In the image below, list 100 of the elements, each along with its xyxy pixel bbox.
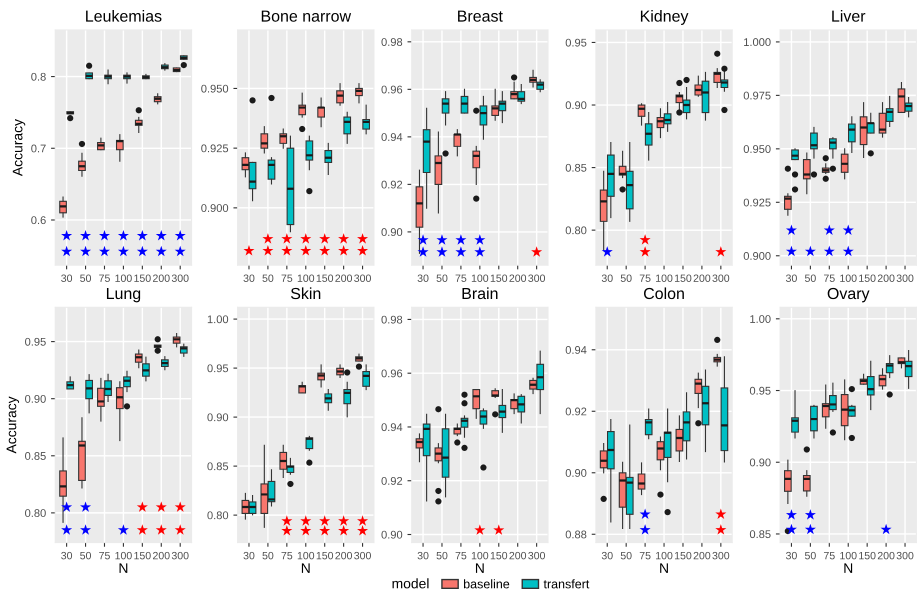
y-tick-label: 0.80 — [207, 511, 228, 520]
y-tick-label: 0.95 — [566, 38, 586, 47]
x-tick-label: 30 — [602, 274, 613, 282]
y-tick-label: 0.90 — [566, 469, 586, 477]
y-tick-label: 0.90 — [566, 101, 586, 110]
x-tick-label: 50 — [804, 274, 816, 282]
x-tick-label: 30 — [786, 552, 797, 560]
x-tick-label: 75 — [824, 552, 835, 560]
y-tick-label: 0.80 — [566, 226, 586, 234]
x-tick-label: 200 — [153, 552, 170, 560]
x-axis-title: N — [476, 563, 484, 573]
chart-title: Kidney — [640, 10, 688, 25]
y-tick-label: 0.900 — [201, 204, 228, 212]
x-tick-label: 200 — [878, 274, 894, 282]
chart-title: Ovary — [828, 288, 870, 302]
x-tick-label: 30 — [61, 552, 72, 560]
y-tick-label: 0.95 — [25, 338, 46, 346]
y-tick-label: 0.92 — [566, 408, 586, 416]
chart-title: Brain — [462, 287, 498, 300]
x-tick-label: 75 — [456, 274, 466, 282]
y-tick-label: 0.925 — [744, 198, 771, 206]
x-tick-label: 200 — [694, 552, 710, 560]
y-tick-label: 0.94 — [381, 133, 402, 141]
y-tick-label: 0.96 — [381, 86, 402, 94]
legend-label: transfert — [544, 579, 590, 588]
x-tick-label: 50 — [80, 274, 92, 282]
x-tick-label: 100 — [298, 274, 314, 282]
x-tick-label: 100 — [656, 274, 672, 282]
x-tick-label: 75 — [282, 552, 292, 560]
x-tick-label: 150 — [859, 274, 876, 282]
y-tick-label: 0.950 — [744, 145, 771, 153]
y-tick-label: 0.90 — [750, 458, 771, 466]
x-tick-label: 75 — [824, 274, 835, 282]
x-tick-label: 150 — [490, 274, 508, 282]
x-axis-title: N — [844, 563, 852, 573]
y-tick-label: 0.92 — [381, 180, 402, 189]
x-tick-label: 30 — [418, 274, 429, 282]
x-tick-label: 50 — [436, 552, 448, 560]
x-tick-label: 100 — [472, 274, 488, 282]
y-tick-label: 0.90 — [25, 394, 46, 403]
chart-title: Leukemias — [86, 10, 162, 22]
chart-title: Skin — [290, 287, 320, 300]
x-tick-label: 300 — [354, 274, 371, 282]
legend-title: model — [392, 578, 428, 588]
x-tick-label: 30 — [786, 274, 797, 282]
y-tick-label: 0.8 — [31, 72, 46, 81]
y-tick-label: 0.95 — [207, 364, 228, 372]
y-tick-label: 0.925 — [201, 144, 228, 152]
x-tick-label: 50 — [262, 552, 274, 560]
y-tick-label: 0.85 — [25, 452, 46, 460]
x-tick-label: 150 — [674, 274, 692, 282]
x-tick-label: 150 — [134, 552, 151, 560]
x-tick-label: 150 — [134, 274, 151, 282]
y-tick-label: 0.95 — [750, 386, 771, 395]
x-tick-label: 150 — [674, 552, 692, 560]
x-tick-label: 300 — [172, 274, 189, 282]
y-tick-label: 0.92 — [381, 477, 402, 485]
y-tick-label: 1.00 — [208, 315, 228, 324]
x-tick-label: 30 — [602, 552, 613, 560]
x-tick-label: 200 — [509, 552, 526, 560]
x-tick-label: 30 — [244, 552, 254, 560]
x-tick-label: 30 — [61, 274, 72, 282]
y-tick-label: 1.000 — [744, 38, 771, 46]
x-tick-label: 150 — [316, 274, 334, 282]
y-tick-label: 0.85 — [207, 462, 228, 470]
x-tick-label: 300 — [712, 552, 730, 560]
x-tick-label: 75 — [640, 552, 651, 560]
x-tick-label: 200 — [878, 552, 894, 560]
x-tick-label: 100 — [115, 274, 132, 282]
y-tick-label: 0.900 — [744, 252, 771, 260]
y-tick-label: 0.950 — [201, 84, 228, 93]
y-tick-label: 0.90 — [207, 413, 228, 422]
x-tick-label: 300 — [896, 274, 914, 282]
chart-title: Breast — [458, 10, 503, 22]
y-tick-label: 0.98 — [381, 316, 402, 324]
chart-title: Lung — [106, 288, 140, 302]
y-tick-label: 0.85 — [750, 530, 771, 538]
y-axis-title: Accuracy — [12, 119, 26, 176]
x-tick-label: 100 — [472, 552, 488, 560]
y-tick-label: 0.94 — [381, 423, 402, 432]
x-tick-label: 75 — [282, 274, 292, 282]
x-tick-label: 75 — [99, 552, 110, 560]
y-tick-label: 0.975 — [744, 92, 771, 100]
x-tick-label: 50 — [436, 274, 448, 282]
x-tick-label: 75 — [456, 552, 466, 560]
y-tick-label: 0.7 — [31, 144, 46, 152]
x-axis-title: N — [660, 563, 668, 573]
x-tick-label: 150 — [316, 552, 334, 560]
y-tick-label: 0.98 — [381, 38, 402, 46]
x-tick-label: 50 — [80, 552, 92, 560]
chart-title: Colon — [644, 287, 684, 300]
x-axis-title: N — [120, 563, 128, 573]
legend-label: baseline — [464, 579, 510, 588]
chart-title: Bone narrow — [262, 10, 352, 22]
x-tick-label: 300 — [896, 552, 914, 560]
y-tick-label: 0.6 — [31, 216, 46, 224]
x-tick-label: 30 — [418, 552, 429, 560]
x-tick-label: 200 — [509, 274, 526, 282]
x-tick-label: 300 — [172, 552, 189, 560]
x-tick-label: 75 — [99, 274, 110, 282]
